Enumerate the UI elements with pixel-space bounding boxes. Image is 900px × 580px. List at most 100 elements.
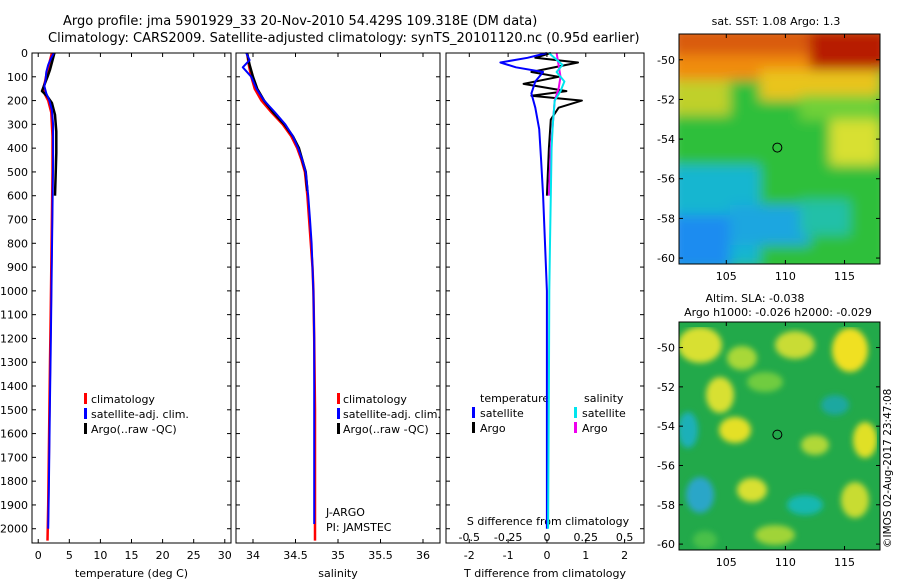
sst-region [730,205,810,245]
y-tick-label: 1700 [0,451,28,464]
sla-map-axes: -50 -52 -54 -56 -58 -60 105 110 115 [657,321,881,569]
y-tick-label: -56 [657,173,675,186]
x-tick-label: 35.5 [368,549,393,562]
y-tick-label: 700 [7,214,28,227]
x-tick-label: 110 [775,556,796,569]
sla-blob [841,482,869,518]
sla-map-title: Altim. SLA: -0.038 [705,292,804,305]
x-tick-label: 0 [543,549,550,562]
y-tick-label: 0 [21,47,28,60]
series-line-satellite-t [499,52,548,529]
sla-map [679,322,880,550]
sla-blob [686,477,714,513]
legend-swatch-satellite [337,408,340,419]
salinity-panel: 34 34.5 35 35.5 36 salinity [235,52,441,580]
salinity-annotation-line2: PI: JAMSTEC [326,521,392,534]
x-tick-label: 25 [187,549,201,562]
legend-label-argo-s: Argo [582,422,608,435]
legend-swatch-argo [337,423,340,434]
difference-panel: -2 -1 0 1 2 -0.5 -0.25 0 0.25 0.5 T difference fro… [445,52,645,580]
sst-map-axes: -50 -52 -54 -56 -58 -60 105 110 115 [657,33,881,283]
legend-label-satellite: satellite-adj. clim. [343,408,441,421]
sla-blob [679,327,722,363]
chart-layer: 0100200300400500600700800900100011001200… [0,33,881,580]
sla-blob [706,377,734,413]
x-tick-label: 35 [331,549,345,562]
sst-region [679,215,730,264]
argo-position-marker [772,142,783,153]
legend-swatch-argo-s [574,422,577,433]
sla-blob [755,525,795,545]
legend-label-argo: Argo(..raw -QC) [91,423,177,436]
salinity-xlabel: salinity [318,567,358,580]
legend-swatch-satellite-s [574,407,577,418]
y-tick-label: 1000 [0,285,28,298]
series-line-satellite-s [547,52,566,529]
legend-label-satellite-t: satellite [480,407,524,420]
sla-blob [693,531,717,549]
y-tick-label: 600 [7,190,28,203]
sst-map-frame [678,33,881,265]
y-tick-label: -52 [657,381,675,394]
temperature-legend: climatology satellite-adj. clim. Argo(..… [84,393,189,436]
x-tick-label: 2 [621,549,628,562]
sst-map [679,34,880,264]
figure-title-line1: Argo profile: jma 5901929_33 20-Nov-2010… [63,14,537,29]
y-tick-label: 1100 [0,309,28,322]
series-line-satellite-adj-clim- [43,52,55,529]
legend-swatch-climatology [84,393,87,404]
salinity-series [241,52,317,541]
legend-swatch-satellite [84,408,87,419]
watermark: ©IMOS 02-Aug-2017 23:47:08 [882,389,894,548]
series-line-satellite-adj-clim- [241,52,316,524]
series-line-argo-raw-qc- [40,52,58,196]
salinity-annotation-line1: J-ARGO [325,506,365,519]
x-tick-label: 10 [93,549,107,562]
y-tick-label: -54 [657,133,675,146]
y-tick-label: 1400 [0,380,28,393]
y-tick-label: 500 [7,166,28,179]
temperature-series [40,52,58,541]
s-tick-label: 0.5 [616,531,634,544]
y-tick-label: 1300 [0,356,28,369]
sst-region [800,200,850,235]
s-tick-label: -0.25 [494,531,522,544]
legend-swatch-satellite-t [472,407,475,418]
x-tick-label: 36 [416,549,430,562]
difference-frame [445,52,645,544]
y-tick-label: 900 [7,261,28,274]
sla-blob [853,422,877,458]
legend-label-climatology: climatology [91,393,155,406]
figure-title-line2: Climatology: CARS2009. Satellite-adjuste… [48,31,640,46]
s-tick-label: 0 [543,531,550,544]
legend-label-argo: Argo(..raw -QC) [343,423,429,436]
x-tick-label: 0 [35,549,42,562]
x-tick-label: 20 [156,549,170,562]
y-tick-label: 1800 [0,475,28,488]
difference-series [499,52,583,529]
sla-blob [775,331,815,359]
difference-xlabel: T difference from climatology [463,567,626,580]
y-tick-label: 100 [7,71,28,84]
salinity-frame [235,52,441,544]
y-tick-label: -50 [657,54,675,67]
legend-title-temperature: temperature [480,392,549,405]
y-tick-label: 1500 [0,404,28,417]
argo-position-marker [772,429,783,440]
x-tick-label: 105 [716,270,737,283]
x-tick-label: 115 [834,556,855,569]
y-tick-label: -60 [657,538,675,551]
y-tick-label: -60 [657,252,675,265]
x-tick-label: 34 [246,549,260,562]
legend-title-salinity: salinity [584,392,624,405]
sla-blob [727,346,757,370]
x-tick-label: 105 [716,556,737,569]
y-tick-label: -50 [657,342,675,355]
sla-map-frame [678,321,881,551]
y-tick-label: -54 [657,420,675,433]
sst-map-title: sat. SST: 1.08 Argo: 1.3 [712,15,841,28]
y-tick-label: 1900 [0,499,28,512]
sla-blob [679,412,698,448]
x-tick-label: 5 [66,549,73,562]
